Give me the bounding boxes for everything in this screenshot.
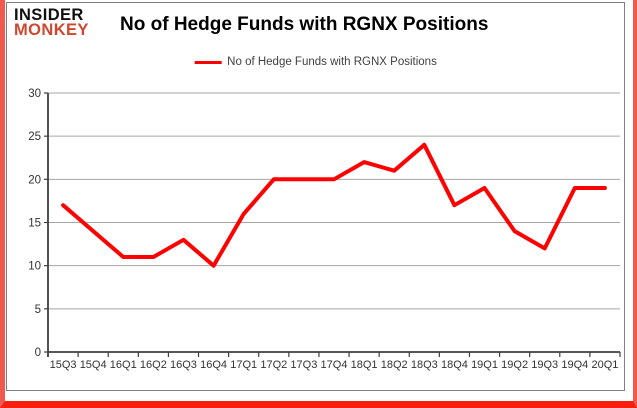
x-tick-label: 18Q4 [441, 359, 468, 371]
series-line [61, 142, 607, 268]
y-tick-label: 5 [35, 304, 41, 316]
x-tick-label: 19Q3 [531, 359, 558, 371]
x-tick-label: 16Q3 [170, 359, 197, 371]
x-tick-label: 17Q4 [321, 359, 348, 371]
y-tick-label: 0 [35, 347, 41, 359]
y-tick-label: 30 [28, 88, 41, 100]
y-tick-label: 10 [28, 261, 41, 273]
logo-monkey-text: MONKEY [14, 21, 89, 40]
x-tick-label: 19Q2 [501, 359, 528, 371]
legend-line-swatch [194, 60, 222, 64]
x-tick-label: 19Q1 [471, 359, 498, 371]
line-chart: 0 5 10 15 20 25 30 15Q3 15Q4 16Q1 16Q2 16Q3 16Q4 17Q1… [28, 88, 621, 371]
chart-title: No of Hedge Funds with RGNX Positions [120, 14, 489, 35]
y-tick-label: 20 [28, 174, 41, 186]
x-tick-label: 18Q2 [381, 359, 408, 371]
y-tick-label: 15 [28, 218, 41, 230]
y-tick-label: 25 [28, 131, 41, 143]
x-tick-label: 19Q4 [561, 359, 588, 371]
x-tick-label: 15Q3 [50, 359, 77, 371]
legend: No of Hedge Funds with RGNX Positions [194, 56, 437, 68]
chart-frame: INSIDER MONKEY No of Hedge Funds with RG… [6, 2, 625, 391]
logo-insider-text: INSIDER [14, 6, 84, 24]
x-tick-label: 18Q3 [411, 359, 438, 371]
x-tick-label: 17Q2 [260, 359, 287, 371]
x-tick-label: 16Q2 [140, 359, 167, 371]
x-tick-label: 18Q1 [351, 359, 378, 371]
legend-label: No of Hedge Funds with RGNX Positions [227, 56, 437, 68]
x-tick-label: 17Q3 [290, 359, 317, 371]
x-tick-label: 17Q1 [230, 359, 257, 371]
x-tick-label: 16Q4 [200, 359, 227, 371]
x-tick-label: 15Q4 [80, 359, 107, 371]
insider-monkey-logo: INSIDER MONKEY [14, 6, 89, 40]
x-tick-label: 16Q1 [110, 359, 137, 371]
x-tick-label: 20Q1 [591, 359, 618, 371]
